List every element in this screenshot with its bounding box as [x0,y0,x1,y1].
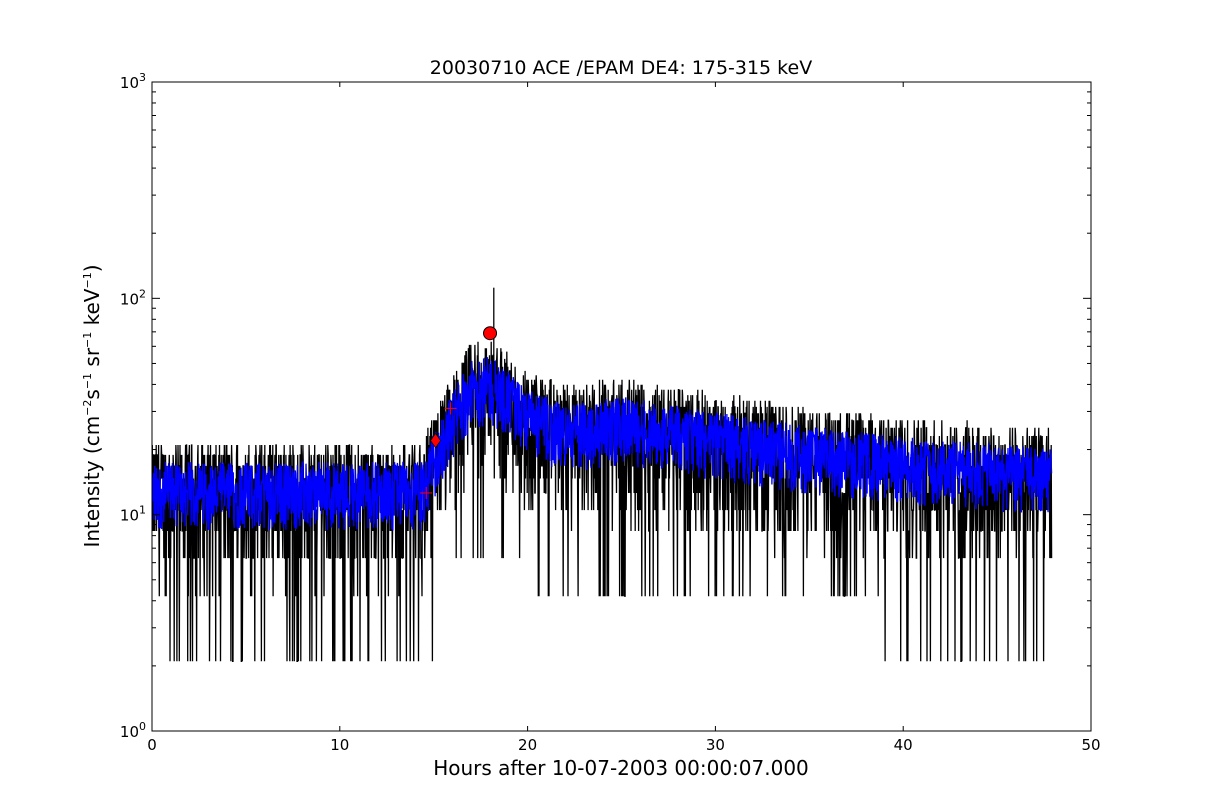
y-tick-label: 101 [120,504,146,525]
series-smoothed-line [152,357,1053,531]
y-tick-label: 103 [120,71,146,92]
onset-plus-marker [420,486,433,499]
mid-plus-marker [444,402,457,415]
y-tick-label: 102 [120,287,146,308]
x-tick-label: 0 [147,736,157,754]
x-tick-label: 20 [518,736,537,754]
x-tick-label: 40 [894,736,913,754]
chart-title: 20030710 ACE /EPAM DE4: 175-315 keV [430,57,812,79]
plot-frame [151,81,1092,732]
y-tick-label: 100 [120,720,146,741]
y-axis-label: Intensity (cm−2s−1 sr−1 keV−1) [80,264,104,547]
peak-circle-marker [483,326,498,341]
onset-diamond-marker [430,433,441,449]
x-tick-label: 50 [1081,736,1100,754]
x-tick-label: 10 [330,736,349,754]
x-tick-label: 30 [706,736,725,754]
x-axis-label: Hours after 10-07-2003 00:00:07.000 [433,756,809,780]
series-raw-line [152,341,1053,662]
